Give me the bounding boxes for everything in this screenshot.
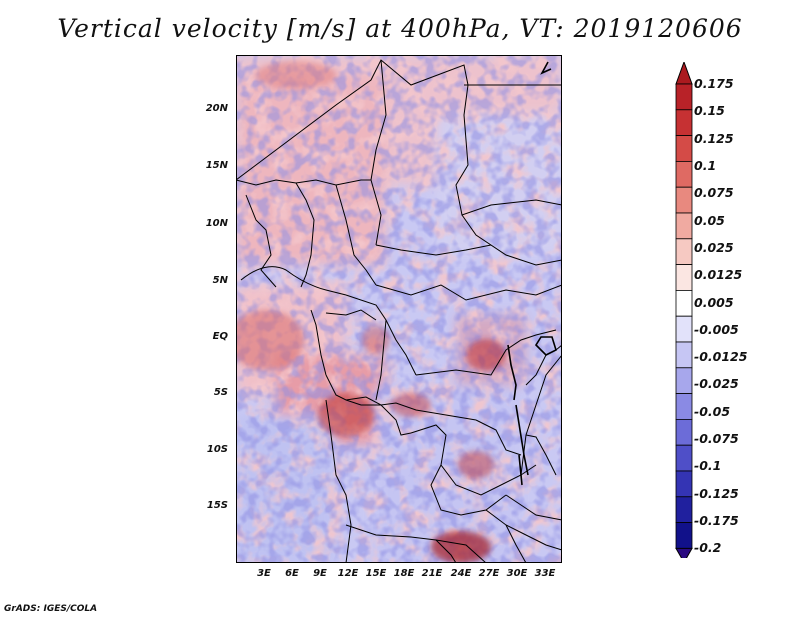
colorbar-segment	[675, 522, 693, 549]
colorbar-bottom-arrow	[675, 547, 693, 558]
colorbar-segment	[675, 264, 693, 291]
lon-label: 9E	[313, 568, 327, 579]
colorbar-label: 0.125	[694, 130, 734, 146]
colorbar-segment	[675, 470, 693, 498]
colorbar-top-arrow	[675, 62, 693, 85]
colorbar-segment	[675, 393, 693, 420]
colorbar-label: -0.175	[694, 513, 739, 529]
lat-label: 20N	[205, 103, 228, 114]
vertical-velocity-field	[228, 55, 563, 564]
lakes	[507, 61, 557, 486]
colorbar-segment	[675, 212, 693, 240]
colorbar-label: 0.175	[694, 76, 734, 91]
credit-text: GrADS: IGES/COLA	[4, 604, 98, 614]
colorbar-segment	[675, 238, 693, 266]
colorbar-segment	[675, 83, 693, 111]
map-panel	[228, 55, 563, 564]
colorbar-label: 0.075	[694, 185, 734, 201]
colorbar-label: -0.125	[694, 485, 739, 501]
lon-label: 18E	[393, 568, 415, 579]
lon-label: 30E	[506, 568, 528, 579]
colorbar-label: 0.15	[694, 103, 725, 119]
map-frame	[236, 55, 562, 563]
lon-label: 12E	[337, 568, 359, 579]
colorbar-segment	[675, 367, 693, 394]
colorbar-label: -0.2	[694, 540, 722, 556]
colorbar-segment	[675, 109, 693, 136]
colorbar-segment	[675, 341, 693, 369]
lat-label: 5S	[213, 387, 228, 398]
colorbar-label: -0.075	[694, 431, 739, 447]
colorbar-label: 0.1	[694, 157, 717, 173]
lat-label: 10S	[206, 444, 228, 455]
lon-label: 27E	[478, 568, 500, 579]
colorbar-label: 0.05	[694, 212, 725, 228]
colorbar-label: 0.0125	[694, 267, 743, 283]
lon-label: 24E	[450, 568, 472, 579]
colorbar-segment	[675, 135, 693, 162]
lat-label: 15N	[205, 160, 228, 171]
lat-label: EQ	[212, 331, 228, 342]
colorbar-segment	[675, 161, 693, 188]
chart-title: Vertical velocity [m/s] at 400hPa, VT: 2…	[57, 14, 743, 43]
lon-label: 3E	[257, 568, 271, 579]
lat-label: 15S	[206, 500, 228, 511]
colorbar-segment	[675, 496, 693, 523]
colorbar-label: 0.025	[694, 239, 734, 255]
colorbar-segment	[675, 186, 693, 214]
colorbar-label: -0.0125	[694, 349, 748, 365]
colorbar-label: -0.05	[694, 403, 731, 419]
colorbar-segment	[675, 444, 693, 472]
lon-label: 6E	[285, 568, 299, 579]
colorbar-label: -0.025	[694, 376, 739, 392]
colorbar-segment	[675, 289, 693, 317]
colorbar-label: -0.005	[694, 321, 739, 337]
colorbar-segment	[675, 418, 693, 446]
colorbar-label: -0.1	[694, 458, 722, 474]
lon-label: 15E	[365, 568, 387, 579]
colorbar-segment	[675, 315, 693, 343]
lat-label: 5N	[212, 275, 228, 286]
colorbar	[675, 62, 693, 558]
lon-label: 33E	[534, 568, 556, 579]
colorbar-label: 0.005	[694, 294, 734, 310]
country-borders	[235, 59, 563, 564]
lat-label: 10N	[205, 218, 228, 229]
lon-label: 21E	[421, 568, 443, 579]
